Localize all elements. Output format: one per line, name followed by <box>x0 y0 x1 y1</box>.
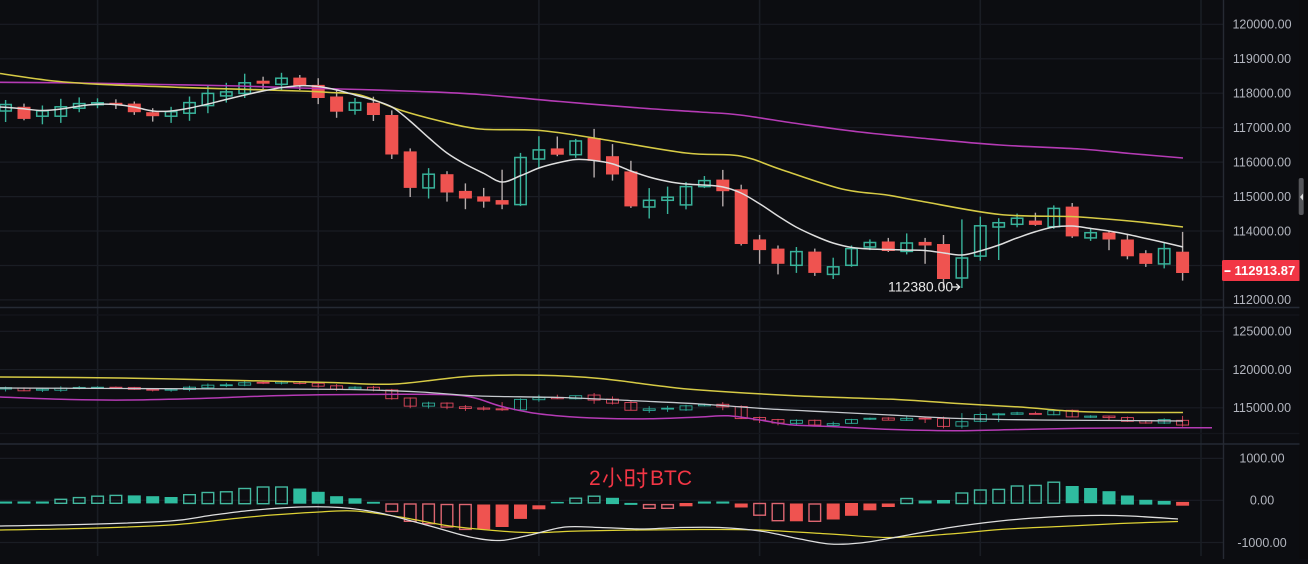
svg-text:1000.00: 1000.00 <box>1239 452 1284 466</box>
svg-text:117000.00: 117000.00 <box>1233 121 1291 135</box>
svg-text:114000.00: 114000.00 <box>1233 224 1291 238</box>
svg-text:119000.00: 119000.00 <box>1233 52 1291 66</box>
svg-text:120000.00: 120000.00 <box>1232 18 1291 32</box>
svg-text:-1000.00: -1000.00 <box>1237 536 1286 550</box>
svg-text:112913.87: 112913.87 <box>1235 263 1296 278</box>
svg-text:116000.00: 116000.00 <box>1233 155 1291 169</box>
svg-text:115000.00: 115000.00 <box>1233 401 1291 415</box>
svg-text:120000.00: 120000.00 <box>1232 363 1291 377</box>
svg-text:125000.00: 125000.00 <box>1232 325 1291 339</box>
svg-text:118000.00: 118000.00 <box>1233 87 1291 101</box>
svg-text:2: 2 <box>589 467 601 490</box>
svg-text:112000.00: 112000.00 <box>1233 293 1291 307</box>
svg-text:BTC: BTC <box>650 467 692 490</box>
svg-text:0.00: 0.00 <box>1250 494 1274 508</box>
svg-text:115000.00: 115000.00 <box>1233 190 1291 204</box>
svg-text:112380.00: 112380.00 <box>888 279 953 295</box>
